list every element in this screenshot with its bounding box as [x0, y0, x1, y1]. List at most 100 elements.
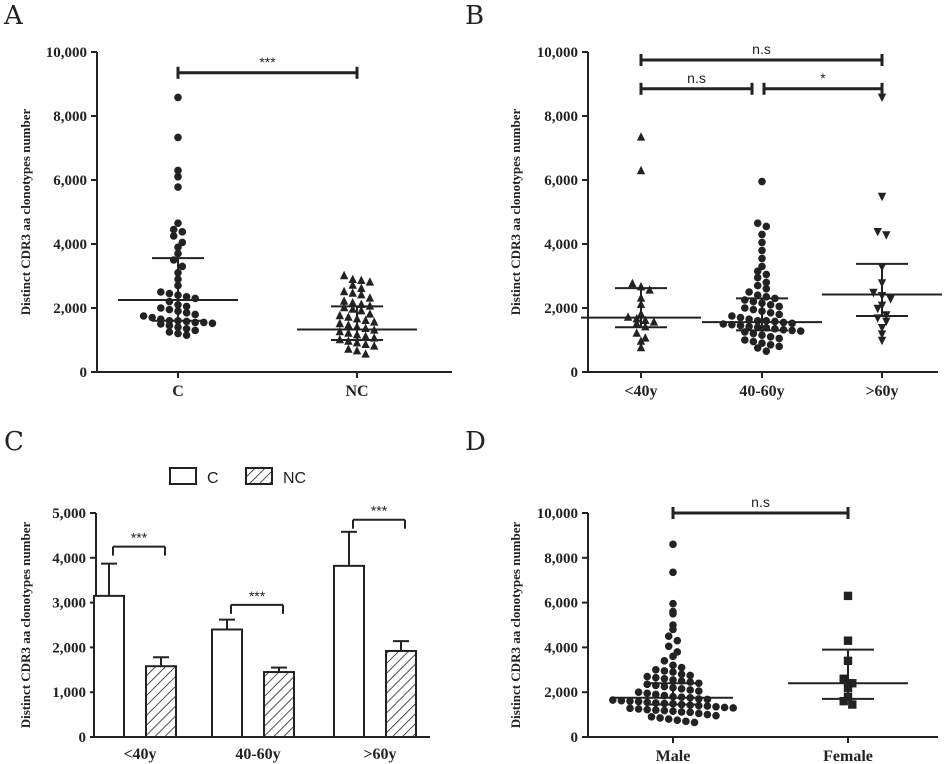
data-point — [877, 324, 887, 333]
data-point — [741, 328, 749, 336]
data-point — [643, 705, 651, 714]
data-point — [703, 710, 712, 719]
data-point — [669, 652, 677, 661]
data-point — [753, 323, 762, 332]
data-point — [775, 334, 783, 343]
data-point — [174, 183, 182, 191]
data-point — [623, 312, 633, 321]
data-point — [157, 320, 165, 328]
data-point — [766, 341, 775, 349]
data-point — [839, 696, 848, 706]
data-point — [695, 701, 703, 710]
data-point — [741, 304, 749, 312]
data-point — [673, 716, 682, 724]
data-point — [344, 312, 353, 321]
data-point — [869, 288, 878, 298]
data-point — [174, 323, 182, 332]
data-point — [339, 270, 349, 280]
data-point — [669, 625, 677, 634]
data-point — [848, 700, 857, 709]
data-point — [335, 326, 344, 336]
data-point — [174, 173, 182, 181]
y-tick-label: 10,000 — [46, 45, 87, 61]
data-point — [344, 344, 353, 353]
data-point — [664, 715, 673, 723]
panel-letter-c: C — [4, 427, 24, 457]
data-point — [753, 281, 762, 290]
data-point — [843, 636, 853, 645]
panel-letter-b: B — [465, 1, 484, 31]
x-tick-label: <40y — [624, 383, 657, 400]
data-point — [352, 346, 362, 355]
data-point — [643, 672, 651, 681]
data-point — [729, 704, 737, 712]
significance-label: * — [820, 70, 826, 86]
data-point — [361, 349, 370, 358]
data-point — [877, 93, 887, 102]
data-point — [669, 599, 677, 608]
data-point — [339, 286, 349, 296]
data-point — [652, 706, 660, 714]
panel-d-scatter-plot: 0 2,000 4,000 6,000 8,000 10,000 Distinct CDR3… — [508, 494, 938, 764]
data-point — [873, 228, 882, 237]
significance-label: *** — [259, 54, 276, 70]
bar-nc — [385, 649, 417, 739]
data-point — [174, 219, 182, 227]
data-point — [686, 671, 694, 680]
y-tick-label: 6,000 — [53, 173, 87, 189]
data-point — [165, 297, 174, 306]
data-point — [656, 714, 664, 722]
data-point — [686, 686, 694, 694]
data-point — [775, 310, 783, 319]
data-point — [749, 337, 758, 346]
data-point — [652, 690, 660, 699]
data-point — [174, 93, 182, 102]
data-point — [873, 304, 882, 314]
x-tick-label: 40-60y — [739, 383, 784, 400]
data-point — [348, 288, 357, 297]
data-point — [165, 305, 174, 314]
x-tick-label: NC — [345, 383, 368, 400]
significance-label: *** — [371, 503, 388, 519]
y-tick-label: 8,000 — [544, 109, 578, 125]
x-tick-label: Female — [823, 748, 873, 764]
data-point — [749, 305, 758, 314]
data-point — [335, 310, 344, 320]
data-point — [758, 177, 766, 186]
data-point — [766, 333, 775, 341]
data-point — [843, 591, 853, 601]
data-point — [636, 165, 646, 175]
data-point — [703, 702, 712, 710]
data-point — [628, 278, 637, 288]
y-tick-label: 0 — [80, 365, 88, 381]
data-point — [758, 238, 766, 247]
data-point — [682, 717, 690, 726]
data-point — [753, 219, 762, 227]
data-point — [157, 304, 165, 312]
bar-c — [93, 594, 125, 738]
data-point — [643, 680, 651, 689]
data-point — [677, 670, 686, 679]
significance-label: n.s — [751, 494, 770, 510]
data-point — [775, 302, 783, 311]
data-point — [762, 317, 771, 325]
y-axis-title: Distinct CDR3 aa clonotypes number — [18, 108, 33, 315]
data-point — [762, 270, 771, 279]
y-tick-label: 4,000 — [544, 237, 578, 253]
data-point — [174, 243, 182, 251]
data-point — [745, 322, 753, 331]
data-point — [348, 274, 357, 284]
data-point — [182, 325, 191, 333]
data-point — [686, 678, 694, 686]
data-point — [348, 298, 357, 307]
data-point — [182, 293, 191, 301]
data-point — [712, 711, 720, 720]
data-point — [736, 313, 745, 322]
data-point — [677, 708, 686, 716]
panel-b-scatter-plot: 0 2,000 4,000 6,000 8,000 10,000 Distinct CDR3… — [508, 41, 942, 400]
data-point — [695, 687, 703, 695]
y-tick-label: 8,000 — [544, 551, 578, 567]
data-point — [647, 713, 656, 721]
data-point — [669, 568, 677, 577]
